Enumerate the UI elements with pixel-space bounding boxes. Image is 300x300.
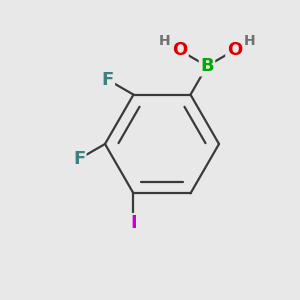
Text: H: H (244, 34, 256, 48)
Text: F: F (101, 70, 114, 88)
Text: O: O (172, 41, 187, 59)
Text: H: H (158, 34, 170, 48)
Text: B: B (200, 57, 214, 75)
Text: I: I (130, 214, 137, 232)
Text: O: O (227, 41, 242, 59)
Text: F: F (73, 150, 85, 168)
